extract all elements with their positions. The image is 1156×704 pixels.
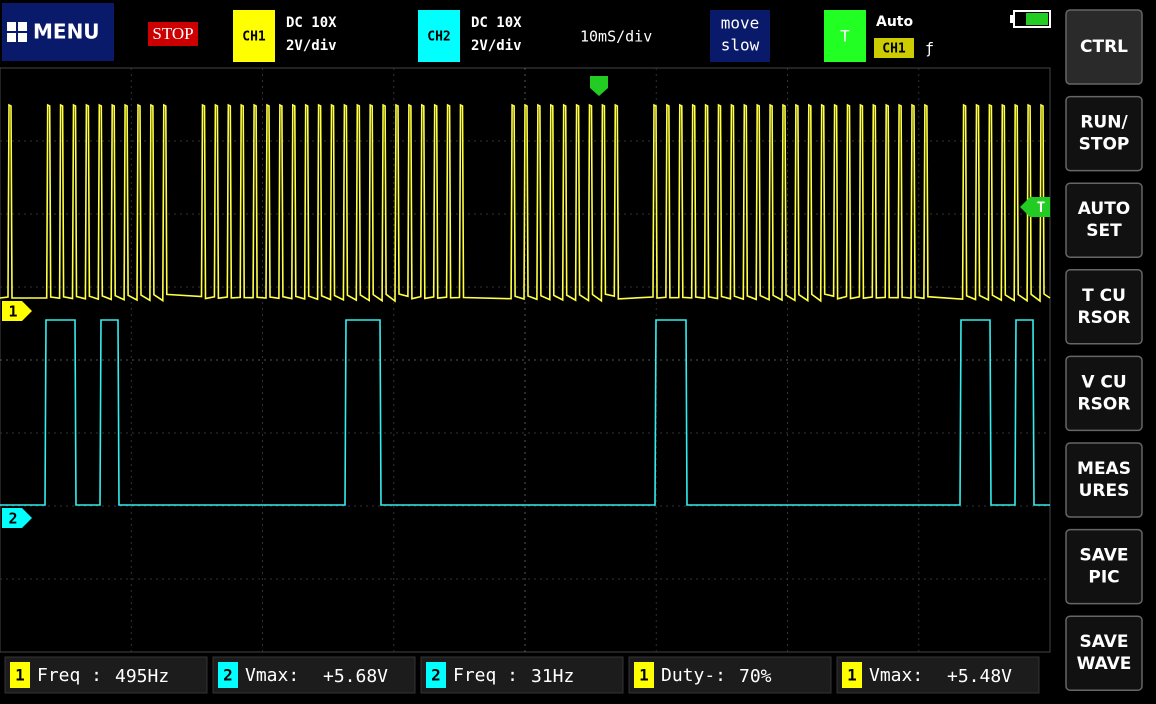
- ch1-marker: [2, 301, 32, 321]
- channel-badge: [842, 662, 862, 688]
- trigger-level-label: T: [1037, 200, 1045, 216]
- button[interactable]: [1065, 182, 1143, 258]
- trigger-label: T: [840, 27, 850, 46]
- run-state: STOP: [152, 24, 193, 43]
- trigger-level-marker: [1020, 197, 1050, 217]
- measure-channel: 1: [639, 666, 649, 685]
- icon: [18, 33, 27, 42]
- button-label[interactable]: SAVE: [1079, 546, 1128, 566]
- measure-value: 70%: [739, 666, 772, 687]
- menu-label[interactable]: MENU: [33, 20, 100, 44]
- button-label[interactable]: PIC: [1088, 568, 1119, 588]
- button-label[interactable]: SET: [1086, 221, 1122, 241]
- move-line1: move: [721, 14, 760, 33]
- timebase: 10mS/div: [580, 28, 652, 46]
- button[interactable]: [1065, 9, 1143, 85]
- ch2-waveform: [0, 319, 1050, 506]
- measure-box: [836, 656, 1040, 694]
- ch1-scale: 2V/div: [286, 38, 337, 54]
- ch1-label: CH1: [242, 30, 266, 45]
- trigger-source: CH1: [882, 42, 906, 57]
- measure-channel: 1: [15, 666, 25, 685]
- measurements: 1 Freq : 495Hz 2 Vmax: +5.68V 2 Freq : 31Hz 1 Duty…: [4, 656, 1040, 694]
- button[interactable]: [1065, 95, 1143, 172]
- channel-badge: [218, 662, 238, 688]
- measure-box: [420, 656, 624, 694]
- measure-channel: 2: [431, 666, 441, 685]
- measure-box: [4, 656, 208, 694]
- button-label[interactable]: SAVE: [1079, 632, 1128, 652]
- measure-box: [212, 656, 416, 694]
- ch2-scale: 2V/div: [471, 38, 522, 54]
- button[interactable]: [1065, 442, 1143, 518]
- measure-value: +5.68V: [323, 666, 388, 687]
- channel-badge: [10, 662, 30, 688]
- button-label[interactable]: T CU: [1082, 286, 1126, 306]
- measure-channel: 2: [223, 666, 233, 685]
- icon: [7, 33, 16, 42]
- button[interactable]: [1065, 269, 1143, 345]
- ch1-box: [233, 10, 275, 62]
- button[interactable]: [1065, 615, 1143, 691]
- move-box: [710, 10, 770, 62]
- ch1-waveform: [0, 103, 1051, 303]
- measure-box: [628, 656, 832, 694]
- ch2-box: [418, 10, 460, 62]
- move-line2: slow: [721, 36, 760, 55]
- trigger-edge: ƒ: [925, 40, 934, 58]
- ch1-marker-label: 1: [8, 303, 17, 321]
- measure-label: Freq :: [453, 665, 518, 686]
- ch2-coupling: DC 10X: [471, 15, 522, 31]
- button-label[interactable]: RSOR: [1078, 394, 1131, 414]
- measure-label: Vmax:: [869, 665, 923, 686]
- button[interactable]: [1065, 528, 1143, 605]
- icon: [7, 22, 16, 31]
- button[interactable]: [1065, 355, 1143, 432]
- battery-level: [1026, 13, 1048, 25]
- button-label[interactable]: V CU: [1081, 372, 1126, 392]
- button-label[interactable]: STOP: [1079, 135, 1130, 155]
- button-label[interactable]: RSOR: [1078, 308, 1131, 328]
- button-label[interactable]: WAVE: [1077, 654, 1132, 674]
- ch2-label: CH2: [427, 30, 450, 45]
- button-label[interactable]: CTRL: [1080, 37, 1128, 57]
- icon: [18, 22, 27, 31]
- channel-badge: [634, 662, 654, 688]
- measure-label: Freq :: [37, 665, 102, 686]
- battery-tip: [1010, 15, 1014, 23]
- trigger-source-box: [874, 38, 914, 58]
- measure-label: Duty-:: [661, 665, 726, 686]
- measure-label: Vmax:: [245, 665, 299, 686]
- measure-channel: 1: [847, 666, 857, 685]
- trigger-mode: Auto: [876, 14, 913, 30]
- button-label[interactable]: MEAS: [1077, 459, 1131, 479]
- button-label[interactable]: AUTO: [1078, 199, 1131, 219]
- ch1-coupling: DC 10X: [286, 15, 337, 31]
- waveforms: [0, 103, 1051, 506]
- header: MENU STOP CH1 DC 10X 2V/div CH2 DC 10X 2…: [2, 3, 1051, 62]
- trigger-position-marker: [590, 76, 608, 96]
- button-label[interactable]: URES: [1079, 481, 1130, 501]
- channel-badge: [426, 662, 446, 688]
- ch2-marker-label: 2: [8, 510, 17, 528]
- trigger-box: [824, 10, 866, 62]
- measure-value: 495Hz: [115, 666, 169, 687]
- stop-box: [148, 22, 198, 46]
- button-label[interactable]: RUN/: [1080, 113, 1128, 133]
- menu-box[interactable]: [2, 3, 114, 61]
- ch2-marker: [2, 508, 32, 528]
- measure-value: +5.48V: [947, 666, 1012, 687]
- measure-value: 31Hz: [531, 666, 574, 687]
